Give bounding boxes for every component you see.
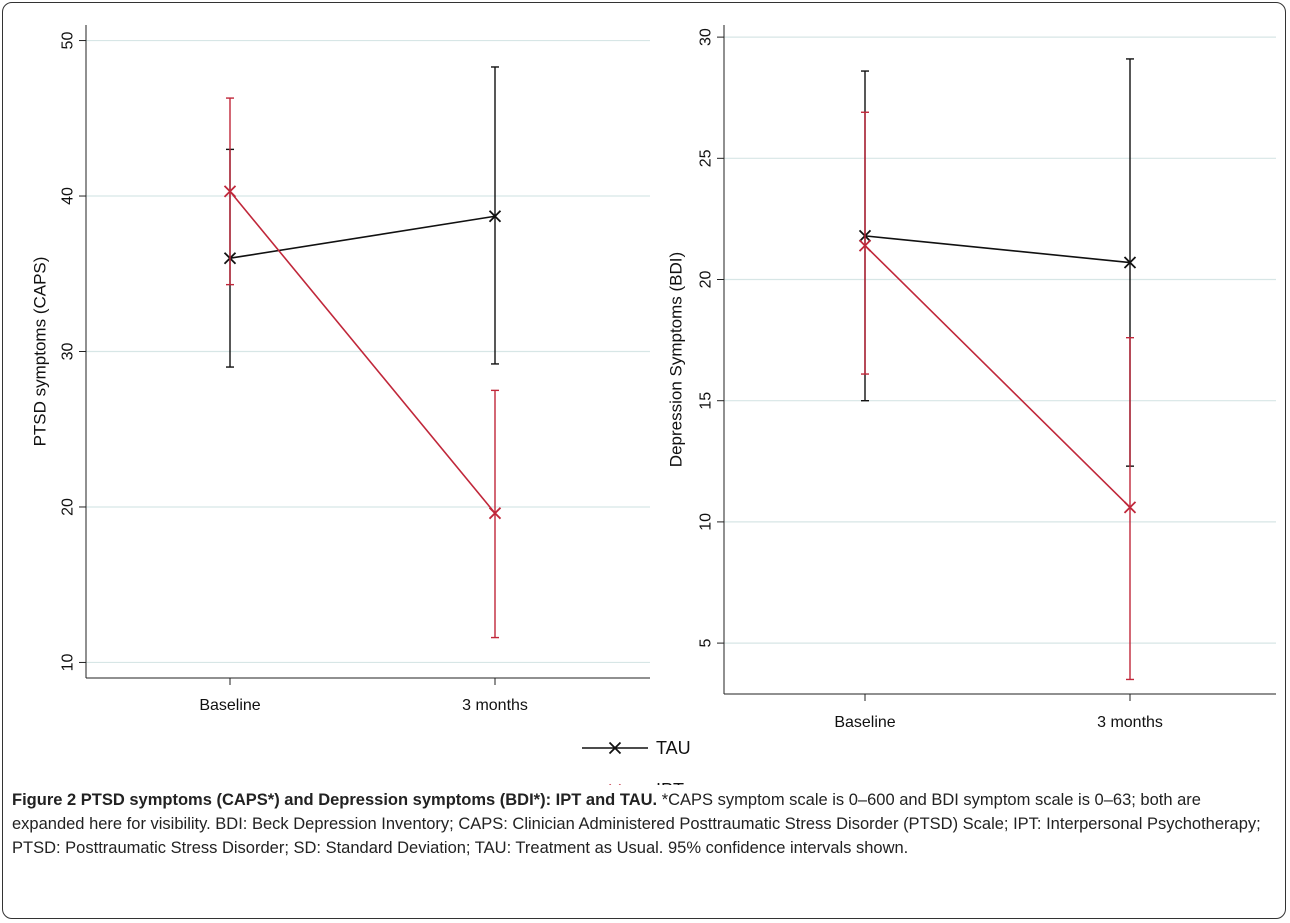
panel2-ipt-line	[864, 245, 1131, 508]
caption-body: *CAPS symptom scale is 0–600 and BDI sym…	[12, 791, 1261, 857]
panel1-tau-line	[229, 215, 496, 260]
panel1-y-axis-title: PTSD symptoms (CAPS)	[31, 257, 50, 447]
legend-label-ipt: IPT	[656, 780, 684, 785]
panel2-xtick-label: Baseline	[834, 714, 895, 731]
panel1-ytick-label: 20	[60, 498, 77, 516]
panel1-ytick-label: 10	[60, 653, 77, 671]
panel2-ytick-label: 20	[698, 271, 715, 289]
panel2-ipt-marker	[858, 239, 872, 252]
caption-lead: Figure 2 PTSD symptoms (CAPS*) and Depre…	[12, 791, 658, 809]
panel1-ipt-marker	[488, 507, 502, 520]
panel1-ipt-marker	[223, 185, 237, 198]
panel2-ytick-label: 15	[698, 392, 715, 410]
panel1-ipt-line	[229, 190, 496, 514]
legend-label-tau: TAU	[656, 738, 691, 758]
panel1-ytick-label: 40	[60, 187, 77, 205]
panel2-ytick-label: 10	[698, 513, 715, 531]
panel1-tau-marker	[488, 210, 502, 223]
legend-marker-tau	[608, 741, 622, 755]
panel1-xtick-label: Baseline	[199, 697, 260, 714]
panel1-xtick-label: 3 months	[462, 697, 528, 714]
panel2-ipt-marker	[1123, 501, 1137, 514]
panel2-ytick-label: 25	[698, 149, 715, 167]
panel1-ytick-label: 30	[60, 343, 77, 361]
panel2-tau-marker	[1123, 256, 1137, 269]
panel1-ytick-label: 50	[60, 32, 77, 50]
legend-marker-ipt	[609, 783, 621, 785]
panel2-ytick-label: 30	[698, 28, 715, 46]
panel2-y-axis-title: Depression Symptoms (BDI)	[667, 252, 686, 467]
panel2-xtick-label: 3 months	[1097, 714, 1163, 731]
figure-caption: Figure 2 PTSD symptoms (CAPS*) and Depre…	[12, 788, 1278, 860]
figure-charts: 10 20 30 40 50 Baseline 3 months PTSD symptoms …	[31, 25, 1276, 785]
panel2-ytick-label: 5	[698, 639, 715, 648]
panel2-tau-line	[864, 235, 1131, 264]
